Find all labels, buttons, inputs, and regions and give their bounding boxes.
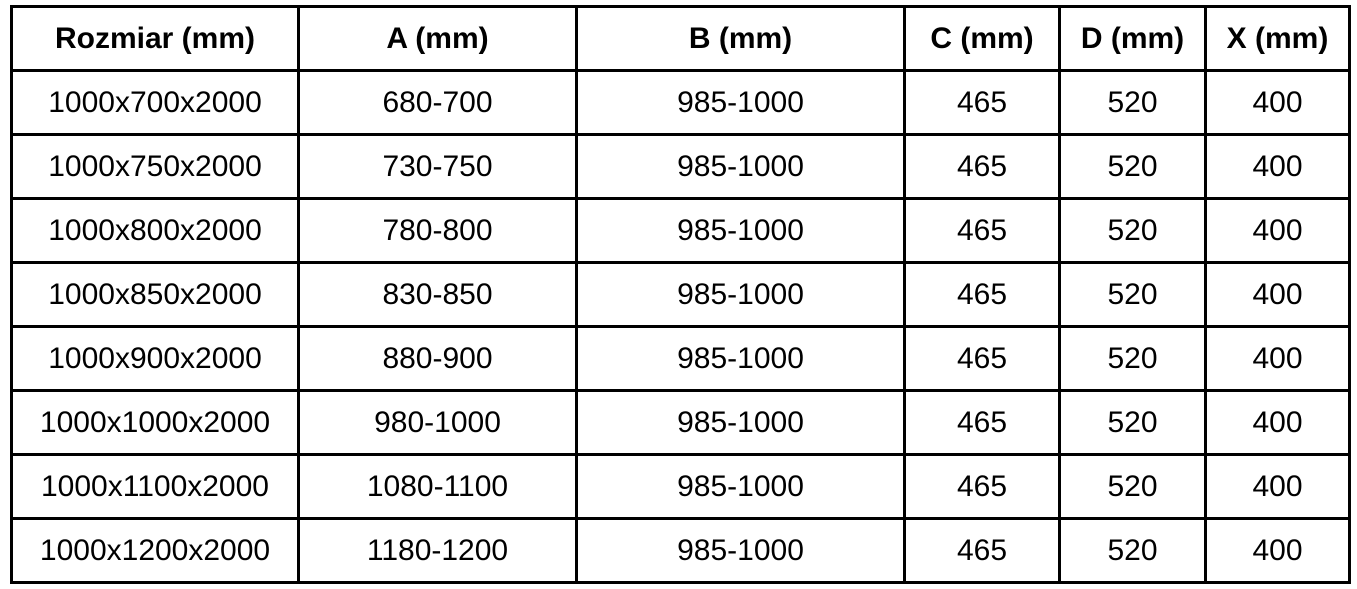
- cell-rozmiar: 1000x700x2000: [10, 69, 300, 136]
- cell-a: 1180-1200: [297, 517, 578, 584]
- cell-x: 400: [1204, 453, 1351, 520]
- cell-rozmiar: 1000x750x2000: [10, 133, 300, 200]
- table-row: 1000x1000x2000 980-1000 985-1000 465 520…: [10, 389, 1351, 456]
- cell-x: 400: [1204, 133, 1351, 200]
- cell-d: 520: [1058, 389, 1207, 456]
- table-row: 1000x1200x2000 1180-1200 985-1000 465 52…: [10, 517, 1351, 584]
- column-header-a: A (mm): [297, 5, 578, 72]
- cell-x: 400: [1204, 69, 1351, 136]
- column-header-b: B (mm): [575, 5, 906, 72]
- cell-b: 985-1000: [575, 261, 906, 328]
- cell-a: 980-1000: [297, 389, 578, 456]
- cell-b: 985-1000: [575, 133, 906, 200]
- cell-a: 730-750: [297, 133, 578, 200]
- cell-a: 1080-1100: [297, 453, 578, 520]
- cell-x: 400: [1204, 261, 1351, 328]
- cell-c: 465: [903, 197, 1061, 264]
- table-row: 1000x750x2000 730-750 985-1000 465 520 4…: [10, 133, 1351, 200]
- cell-d: 520: [1058, 133, 1207, 200]
- cell-b: 985-1000: [575, 69, 906, 136]
- cell-d: 520: [1058, 325, 1207, 392]
- cell-rozmiar: 1000x900x2000: [10, 325, 300, 392]
- column-header-c: C (mm): [903, 5, 1061, 72]
- cell-x: 400: [1204, 197, 1351, 264]
- cell-b: 985-1000: [575, 325, 906, 392]
- cell-c: 465: [903, 261, 1061, 328]
- cell-c: 465: [903, 517, 1061, 584]
- cell-a: 880-900: [297, 325, 578, 392]
- cell-b: 985-1000: [575, 517, 906, 584]
- size-spec-table: Rozmiar (mm) A (mm) B (mm) C (mm) D (mm)…: [10, 5, 1351, 584]
- cell-a: 680-700: [297, 69, 578, 136]
- cell-x: 400: [1204, 389, 1351, 456]
- cell-rozmiar: 1000x1200x2000: [10, 517, 300, 584]
- header-row: Rozmiar (mm) A (mm) B (mm) C (mm) D (mm)…: [10, 5, 1351, 72]
- table-row: 1000x1100x2000 1080-1100 985-1000 465 52…: [10, 453, 1351, 520]
- column-header-d: D (mm): [1058, 5, 1207, 72]
- column-header-rozmiar: Rozmiar (mm): [10, 5, 300, 72]
- cell-c: 465: [903, 69, 1061, 136]
- table-row: 1000x900x2000 880-900 985-1000 465 520 4…: [10, 325, 1351, 392]
- cell-a: 830-850: [297, 261, 578, 328]
- cell-d: 520: [1058, 453, 1207, 520]
- cell-c: 465: [903, 133, 1061, 200]
- cell-b: 985-1000: [575, 453, 906, 520]
- cell-rozmiar: 1000x1100x2000: [10, 453, 300, 520]
- cell-c: 465: [903, 453, 1061, 520]
- cell-rozmiar: 1000x1000x2000: [10, 389, 300, 456]
- cell-a: 780-800: [297, 197, 578, 264]
- cell-d: 520: [1058, 517, 1207, 584]
- cell-d: 520: [1058, 261, 1207, 328]
- cell-d: 520: [1058, 197, 1207, 264]
- cell-x: 400: [1204, 325, 1351, 392]
- cell-c: 465: [903, 325, 1061, 392]
- table-row: 1000x700x2000 680-700 985-1000 465 520 4…: [10, 69, 1351, 136]
- column-header-x: X (mm): [1204, 5, 1351, 72]
- cell-b: 985-1000: [575, 197, 906, 264]
- cell-x: 400: [1204, 517, 1351, 584]
- table-row: 1000x800x2000 780-800 985-1000 465 520 4…: [10, 197, 1351, 264]
- table-row: 1000x850x2000 830-850 985-1000 465 520 4…: [10, 261, 1351, 328]
- cell-b: 985-1000: [575, 389, 906, 456]
- cell-rozmiar: 1000x800x2000: [10, 197, 300, 264]
- cell-d: 520: [1058, 69, 1207, 136]
- cell-c: 465: [903, 389, 1061, 456]
- cell-rozmiar: 1000x850x2000: [10, 261, 300, 328]
